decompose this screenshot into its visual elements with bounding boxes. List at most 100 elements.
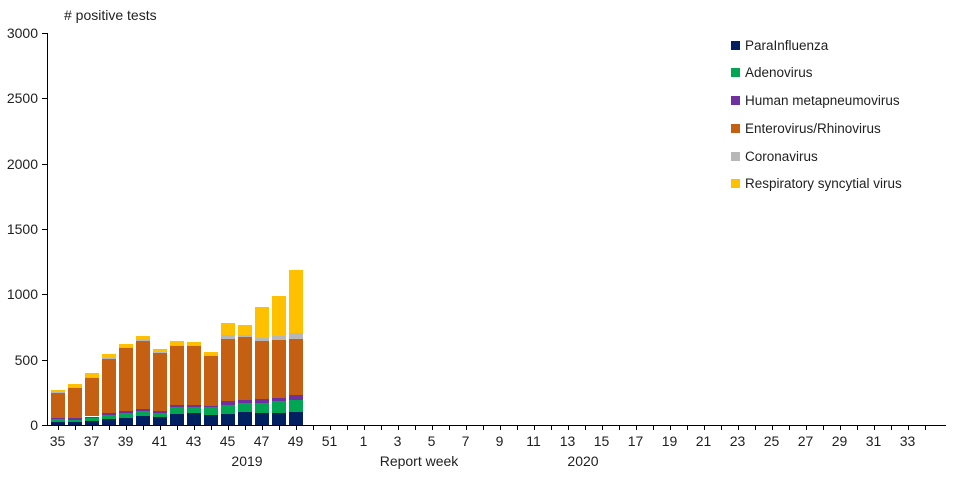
bar-segment-human-metapneumovirus xyxy=(118,411,133,413)
x-axis-tick xyxy=(924,426,926,430)
x-axis-tick xyxy=(278,426,280,430)
x-axis-label: 45 xyxy=(219,433,236,449)
bar-segment-enterovirus-rhinovirus xyxy=(186,345,201,406)
x-axis-tick xyxy=(74,426,76,430)
bar-segment-coronavirus xyxy=(169,344,184,346)
bar-segment-enterovirus-rhinovirus xyxy=(220,338,235,401)
x-axis-tick xyxy=(329,426,331,430)
bar-segment-parainfluenza xyxy=(220,413,235,425)
bar-segment-respiratory-syncytial-virus xyxy=(135,336,150,340)
legend-item-adenovirus: Adenovirus xyxy=(731,65,813,80)
bar-segment-coronavirus xyxy=(254,338,269,342)
legend-swatch-icon xyxy=(731,40,740,50)
bar-segment-human-metapneumovirus xyxy=(169,405,184,407)
bar-segment-human-metapneumovirus xyxy=(50,417,65,419)
x-axis-label: 25 xyxy=(763,433,780,449)
x-axis-label: 17 xyxy=(627,433,644,449)
x-axis-line xyxy=(47,425,946,426)
x-axis-tick xyxy=(788,426,790,430)
x-axis-tick xyxy=(261,426,263,430)
bar-segment-respiratory-syncytial-virus xyxy=(118,343,133,348)
x-axis-label: 41 xyxy=(151,433,168,449)
bar-segment-parainfluenza xyxy=(288,411,303,425)
y-axis-tick xyxy=(42,163,47,165)
x-axis-tick xyxy=(363,426,365,430)
bar-segment-human-metapneumovirus xyxy=(220,400,235,405)
bar-segment-respiratory-syncytial-virus xyxy=(152,349,167,353)
y-axis-tick xyxy=(42,229,47,230)
x-axis-tick xyxy=(907,426,909,430)
bar-segment-enterovirus-rhinovirus xyxy=(271,340,286,399)
y-axis-tick xyxy=(42,98,47,100)
legend-swatch-icon xyxy=(731,123,740,133)
x-axis-label: 39 xyxy=(117,433,134,449)
bar-segment-respiratory-syncytial-virus xyxy=(288,270,303,333)
bar-segment-adenovirus xyxy=(101,415,116,420)
bar-segment-coronavirus xyxy=(50,392,65,393)
x-axis-tick xyxy=(533,426,535,430)
bar-segment-parainfluenza xyxy=(169,413,184,425)
bar-segment-adenovirus xyxy=(169,406,184,414)
legend-item-parainfluenza: ParaInfluenza xyxy=(731,38,828,53)
x-axis-title: Report week xyxy=(379,453,459,469)
x-axis-tick xyxy=(720,426,722,430)
x-axis-tick xyxy=(635,426,637,430)
bar-segment-adenovirus xyxy=(118,412,133,419)
x-axis-tick xyxy=(193,426,195,430)
bar-segment-enterovirus-rhinovirus xyxy=(169,345,184,406)
legend-item-respiratory-syncytial-virus: Respiratory syncytial virus xyxy=(731,176,902,192)
bar-segment-respiratory-syncytial-virus xyxy=(169,341,184,345)
x-axis-tick xyxy=(703,426,705,430)
x-axis-label: 5 xyxy=(427,433,436,449)
x-axis-tick xyxy=(465,426,467,430)
bar-segment-parainfluenza xyxy=(152,417,167,425)
bar-segment-adenovirus xyxy=(237,402,252,412)
x-axis-tick xyxy=(890,426,892,430)
bar-segment-enterovirus-rhinovirus xyxy=(288,338,303,395)
bar-segment-adenovirus xyxy=(271,401,286,414)
x-axis-label: 37 xyxy=(83,433,100,449)
x-axis-label: 51 xyxy=(321,433,338,449)
bar-segment-human-metapneumovirus xyxy=(237,400,252,403)
x-axis-tick xyxy=(380,426,382,430)
x-axis-tick xyxy=(771,426,773,430)
bar-segment-respiratory-syncytial-virus xyxy=(220,323,235,335)
x-axis-label: 15 xyxy=(593,433,610,449)
legend-swatch-icon xyxy=(731,151,740,161)
x-axis-tick xyxy=(737,426,739,430)
bar-segment-enterovirus-rhinovirus xyxy=(135,340,150,409)
x-axis-tick xyxy=(873,426,875,430)
bar-segment-coronavirus xyxy=(237,334,252,338)
y-axis-label: 1500 xyxy=(6,221,38,237)
bar-segment-human-metapneumovirus xyxy=(271,398,286,402)
y-axis-tick xyxy=(42,425,47,426)
legend-swatch-icon xyxy=(731,96,740,105)
bar-segment-human-metapneumovirus xyxy=(152,410,167,413)
bar-segment-human-metapneumovirus xyxy=(84,416,99,418)
bar-segment-respiratory-syncytial-virus xyxy=(101,354,116,358)
x-axis-tick xyxy=(210,426,212,430)
bar-segment-respiratory-syncytial-virus xyxy=(237,325,252,335)
bar-segment-parainfluenza xyxy=(135,415,150,425)
bar-segment-enterovirus-rhinovirus xyxy=(118,347,133,412)
x-axis-tick xyxy=(125,426,127,430)
x-axis-tick xyxy=(550,426,552,430)
chart-title: # positive tests xyxy=(64,7,157,23)
x-axis-tick xyxy=(516,426,518,430)
x-axis-label: 29 xyxy=(831,433,848,449)
x-axis-tick xyxy=(108,426,110,430)
x-axis-tick xyxy=(805,426,807,430)
x-axis-tick xyxy=(669,426,671,430)
x-axis-tick xyxy=(57,426,59,430)
bar-segment-enterovirus-rhinovirus xyxy=(84,377,99,417)
x-axis-label: 27 xyxy=(797,433,814,449)
legend-label: Respiratory syncytial virus xyxy=(745,176,902,192)
bar-segment-parainfluenza xyxy=(254,412,269,425)
x-axis-label: 47 xyxy=(253,433,270,449)
bar-segment-coronavirus xyxy=(135,339,150,341)
y-axis-tick xyxy=(42,359,47,361)
x-axis-tick xyxy=(312,426,314,430)
x-axis-tick xyxy=(822,426,824,430)
x-axis-tick xyxy=(754,426,756,430)
